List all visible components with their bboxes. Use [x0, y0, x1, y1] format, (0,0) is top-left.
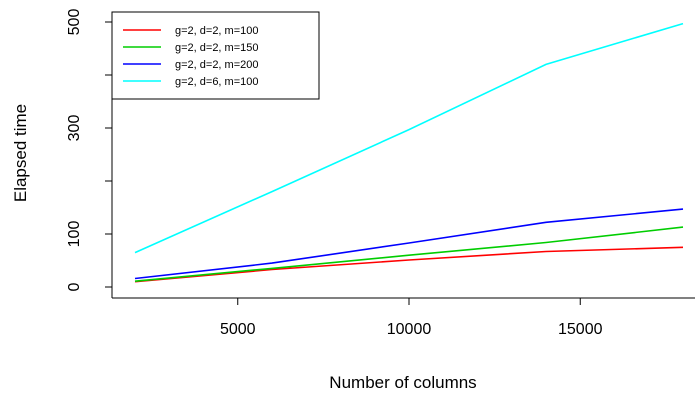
series-lines [134, 22, 684, 283]
y-axis: 0 100 300 500 [66, 9, 112, 291]
legend-label-1: g=2, d=2, m=100 [175, 25, 258, 37]
x-tick-label: 5000 [220, 321, 256, 338]
legend-box [111, 11, 320, 100]
y-tick-label: 100 [66, 221, 83, 248]
series-line-3 [134, 208, 684, 280]
x-tick-label: 15000 [558, 321, 603, 338]
y-axis-label: Elapsed time [11, 104, 30, 202]
y-tick-label: 300 [66, 115, 83, 142]
series-line-1 [134, 246, 684, 283]
y-tick-label: 500 [66, 9, 83, 36]
legend-label-3: g=2, d=2, m=200 [175, 59, 258, 71]
series-line-4 [134, 22, 684, 254]
x-axis-label: Number of columns [329, 373, 476, 392]
legend: g=2, d=2, m=100 g=2, d=2, m=150 g=2, d=2, … [111, 11, 320, 100]
legend-label-2: g=2, d=2, m=150 [175, 42, 258, 54]
series-line-2 [134, 226, 684, 282]
x-tick-label: 10000 [387, 321, 432, 338]
x-axis: 5000 10000 15000 [220, 298, 603, 338]
legend-label-4: g=2, d=6, m=100 [175, 76, 258, 88]
y-tick-label: 0 [66, 282, 83, 291]
